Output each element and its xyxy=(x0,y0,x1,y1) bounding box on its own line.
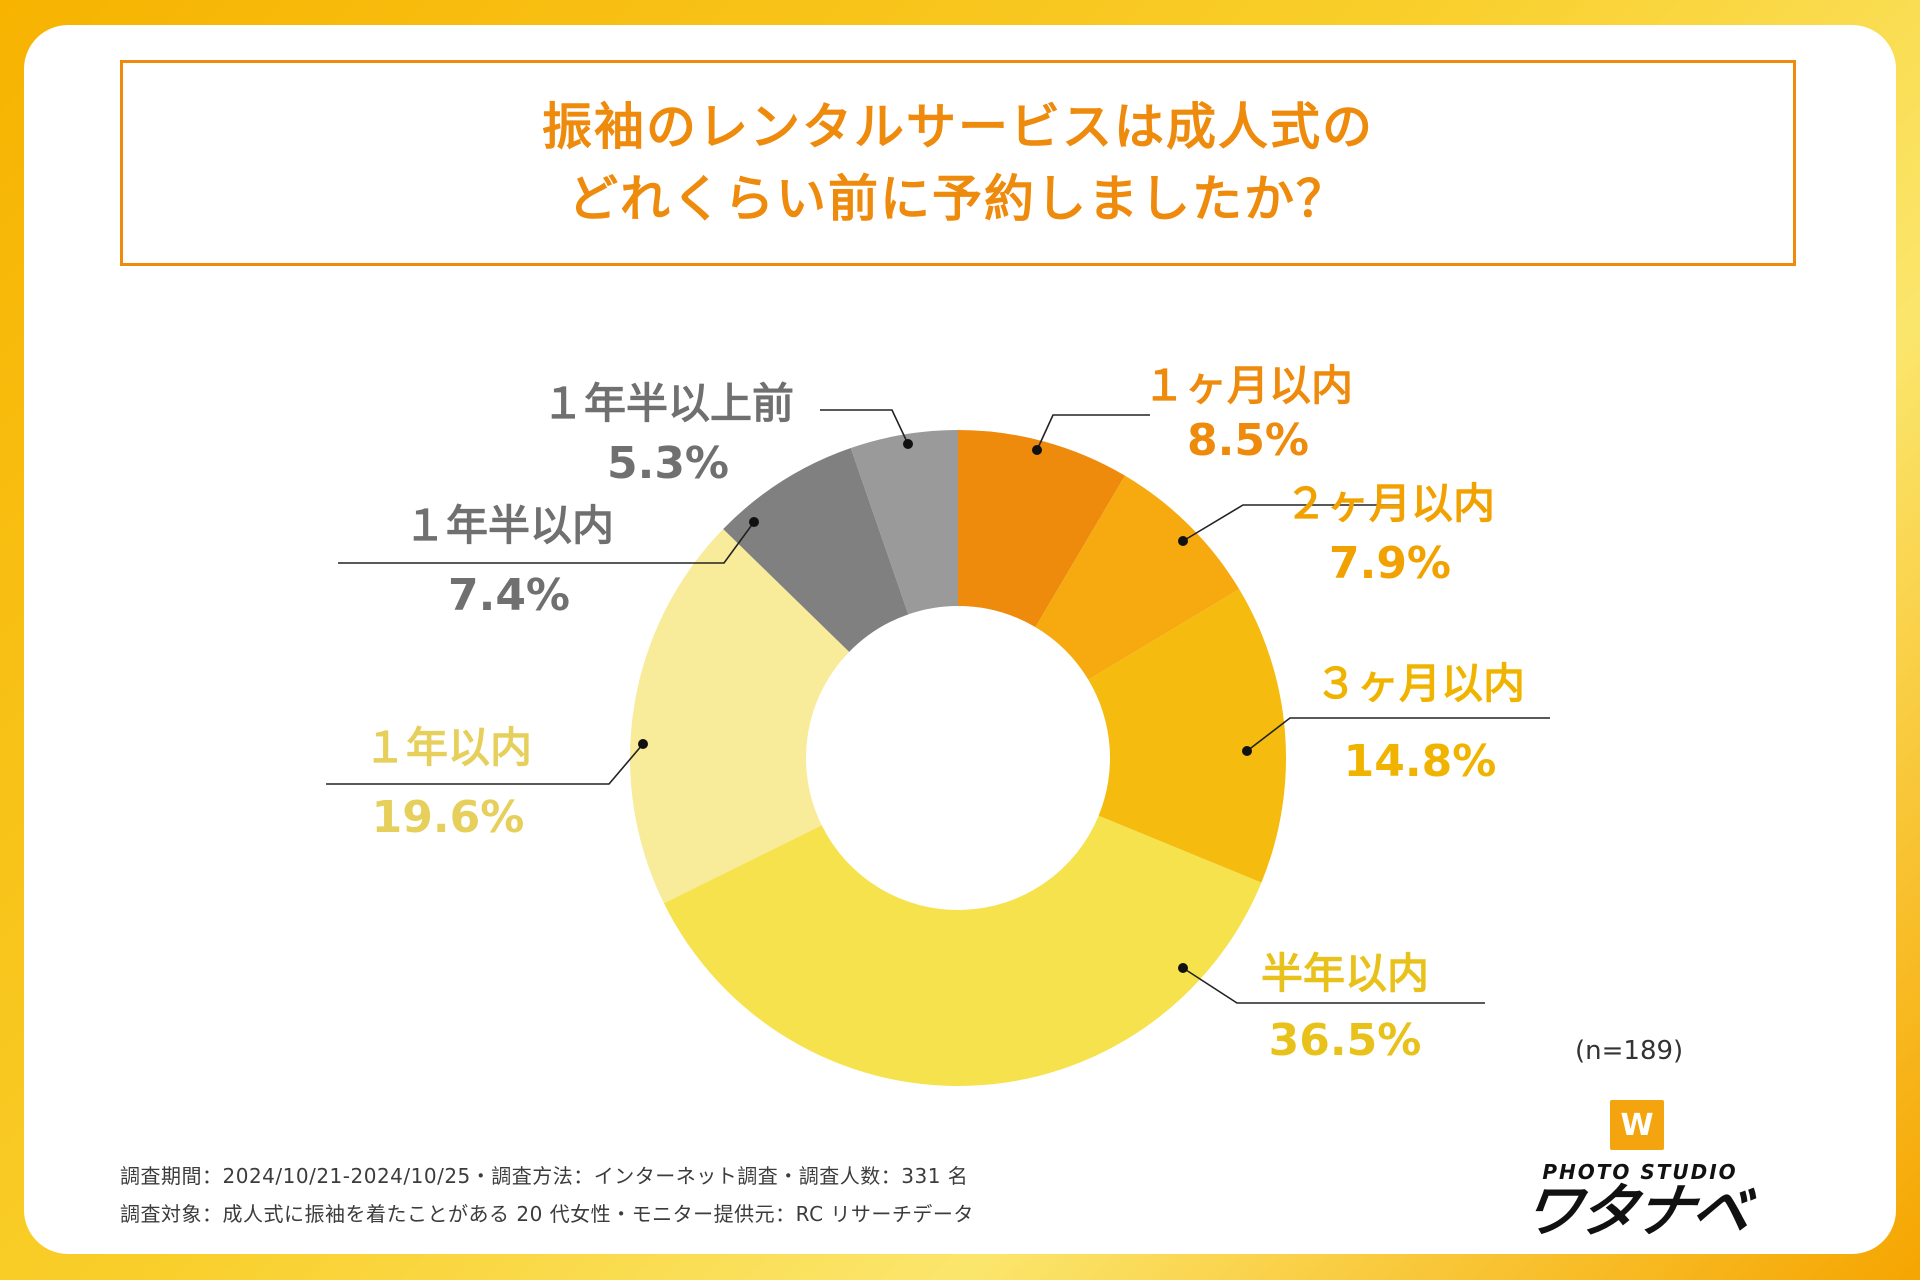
leader-dot xyxy=(1242,746,1252,756)
slice-label: 半年以内 xyxy=(1261,949,1429,998)
donut-slice xyxy=(629,529,850,904)
slice-value-label: 7.9% xyxy=(1329,538,1451,589)
slice-label: １年以内 xyxy=(364,723,532,772)
donut-slice xyxy=(663,815,1262,1086)
donut-slice xyxy=(1035,475,1240,680)
title-box: 振袖のレンタルサービスは成人式の どれくらい前に予約しましたか？ xyxy=(120,60,1796,266)
donut-slice xyxy=(1088,589,1286,883)
slice-value-label: 8.5% xyxy=(1187,415,1309,466)
slice-label: ３ヶ月以内 xyxy=(1315,659,1525,708)
donut-slice xyxy=(723,448,909,652)
logo-wordmark: ワタナベ xyxy=(1519,1177,1753,1245)
leader-dot xyxy=(903,439,913,449)
slice-label: １年半以上前 xyxy=(542,379,794,428)
leader-line xyxy=(326,743,644,785)
leader-dot xyxy=(1178,963,1188,973)
leader-line xyxy=(1182,967,1485,1004)
title-line-1: 振袖のレンタルサービスは成人式の xyxy=(542,98,1374,156)
leader-line xyxy=(1036,414,1150,451)
slice-value-label: 19.6% xyxy=(372,792,525,843)
leader-dot xyxy=(1178,536,1188,546)
slice-value-label: 5.3% xyxy=(607,438,729,489)
leader-line xyxy=(820,409,909,445)
leader-dot xyxy=(1032,445,1042,455)
logo-subtitle: PHOTO STUDIO xyxy=(1542,1160,1738,1184)
donut-slice xyxy=(958,430,1125,628)
footnote-line-2: 調査対象：成人式に振袖を着たことがある 20 代女性・モニター提供元：RC リサ… xyxy=(120,1202,974,1226)
slice-label: １ヶ月以内 xyxy=(1143,361,1353,410)
sample-size: (n=189) xyxy=(1575,1036,1684,1066)
leader-dot xyxy=(749,517,759,527)
footnote-line-1: 調査期間：2024/10/21-2024/10/25・調査方法：インターネット調… xyxy=(120,1164,969,1188)
leader-line xyxy=(338,521,755,564)
crown-logo-icon: W xyxy=(1610,1100,1664,1150)
leader-line xyxy=(1182,504,1400,542)
title-line-2: どれくらい前に予約しましたか？ xyxy=(568,170,1348,228)
leader-dot xyxy=(638,739,648,749)
slice-value-label: 36.5% xyxy=(1269,1015,1422,1066)
leader-line xyxy=(1246,717,1550,752)
donut-slice xyxy=(850,430,958,615)
slice-label: ２ヶ月以内 xyxy=(1285,479,1495,528)
slice-value-label: 7.4% xyxy=(448,570,570,621)
slice-label: １年半以内 xyxy=(404,501,614,550)
slice-value-label: 14.8% xyxy=(1344,736,1497,787)
